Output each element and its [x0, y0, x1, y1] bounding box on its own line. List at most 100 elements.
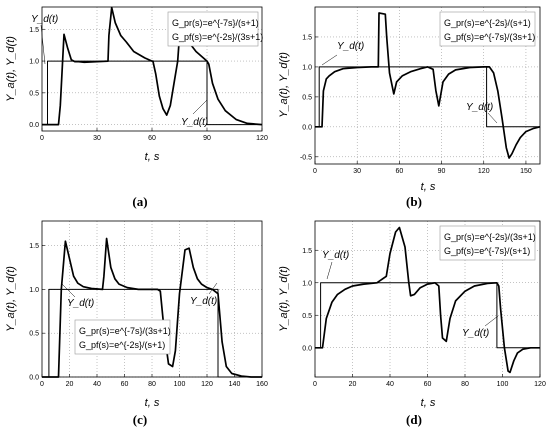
panel-c-annotation-2-leader [208, 282, 218, 295]
y-tick-label: 0.5 [29, 331, 39, 338]
x-tick-label: 120 [256, 135, 268, 142]
y-tick-label: 1.0 [29, 59, 39, 66]
x-tick-label: 20 [349, 381, 357, 388]
panel-a-xlabel: t, s [145, 151, 160, 163]
x-tick-label: 40 [386, 381, 394, 388]
x-tick-label: 30 [93, 135, 101, 142]
panel-a-lines [42, 6, 263, 126]
panel-d-label: (d) [406, 412, 422, 427]
panel-d-xlabel: t, s [421, 397, 436, 409]
y-tick-label: 0.5 [302, 313, 312, 320]
panel-b-legend: G_pr(s)=e^{-2s}/(s+1) G_pf(s)=e^{-7s}/(3… [439, 11, 536, 47]
panel-c-legend-box [74, 319, 171, 355]
panel-d-legend-box [439, 225, 536, 261]
x-tick-label: 0 [40, 135, 44, 142]
panel-d-legend-entry-1: G_pr(s)=e^{-2s}/(3s+1) [444, 232, 536, 242]
panel-b-xlabel: t, s [421, 181, 436, 193]
x-tick-label: 80 [461, 381, 469, 388]
panel-c-annotation-1-leader [60, 282, 76, 298]
y-tick-label: 0.0 [29, 122, 39, 129]
panel-b-annotation-1-leader [321, 54, 338, 66]
panel-c: 0 20 40 60 80 100 120 140 160 0.0 0.5 1.0 1.5 G_pr(s… [5, 220, 268, 427]
panel-c-lines [42, 237, 262, 378]
x-tick-label: 60 [121, 381, 129, 388]
panel-c-annotation-2: Y_d(t) [190, 296, 217, 307]
panel-a-annotation-2-leader [192, 99, 208, 115]
y-tick-label: 0.5 [302, 94, 312, 101]
response-line [315, 226, 540, 374]
panel-d-annotation-1-leader [326, 261, 333, 280]
y-tick-label: 1.5 [29, 243, 39, 250]
y-tick-label: 1.5 [302, 248, 312, 255]
panel-a-annotation-2: Y_d(t) [181, 117, 208, 128]
panel-d-legend-entry-2: G_pf(s)=e^{-7s}/(s+1) [444, 246, 530, 256]
panel-c-legend-entry-1: G_pr(s)=e^{-7s}/(3s+1) [79, 326, 171, 336]
panel-b-frame [314, 6, 541, 165]
x-tick-label: 0 [313, 168, 317, 175]
panel-d-annotation-1: Y_d(t) [322, 250, 349, 261]
panel-c-xlabel: t, s [145, 397, 160, 409]
panel-b-label: (b) [406, 194, 422, 209]
y-tick-label: 0.5 [29, 90, 39, 97]
panel-a: 0 30 60 90 120 0.0 0.5 1.0 1.5 G_pr(s)=e^{-7s}/(… [5, 6, 268, 209]
x-tick-label: 80 [148, 381, 156, 388]
x-tick-label: 120 [534, 381, 546, 388]
y-tick-label: 1.0 [302, 280, 312, 287]
panel-c-ticks: 0 20 40 60 80 100 120 140 160 0.0 0.5 1.0 1.5 [29, 243, 268, 388]
panel-d: 0 20 40 60 80 100 120 0.0 0.5 1.0 1.5 G_pr(s)=e^{-… [278, 220, 546, 427]
x-tick-label: 120 [478, 168, 490, 175]
panel-b-legend-box [439, 11, 536, 47]
panel-a-legend: G_pr(s)=e^{-7s}/(s+1) G_pf(s)=e^{-2s}/(3… [167, 11, 263, 47]
panel-c-annotation-1: Y_d(t) [67, 298, 94, 309]
panel-d-annotation-2-leader [484, 315, 499, 327]
panel-d-ticks: 0 20 40 60 80 100 120 0.0 0.5 1.0 1.5 [302, 248, 546, 388]
panel-b-lines [315, 12, 541, 159]
panel-c-label: (c) [133, 412, 147, 427]
x-tick-label: 100 [497, 381, 509, 388]
panel-b-legend-entry-1: G_pr(s)=e^{-2s}/(s+1) [444, 18, 531, 28]
panel-b-annotation-2: Y_d(t) [466, 102, 493, 113]
panel-c-legend-entry-2: G_pf(s)=e^{-2s}/(s+1) [79, 340, 165, 350]
y-tick-label: 0.0 [302, 124, 312, 131]
panel-b-legend-entry-2: G_pf(s)=e^{-7s}/(3s+1) [444, 32, 535, 42]
panel-d-grid [315, 221, 540, 377]
panel-a-legend-entry-2: G_pf(s)=e^{-2s}/(3s+1) [172, 32, 263, 42]
x-tick-label: 60 [424, 381, 432, 388]
x-tick-label: 90 [438, 168, 446, 175]
x-tick-label: 120 [201, 381, 213, 388]
x-tick-label: 40 [93, 381, 101, 388]
x-tick-label: 140 [229, 381, 241, 388]
response-line [42, 6, 263, 126]
y-tick-label: -0.5 [300, 154, 312, 161]
panel-c-legend: G_pr(s)=e^{-7s}/(3s+1) G_pf(s)=e^{-2s}/(… [74, 319, 171, 355]
x-tick-label: 160 [256, 381, 268, 388]
panel-b-ticks: 0 30 60 90 120 150 -0.5 0.0 0.5 1.0 1.5 [300, 34, 532, 175]
panel-a-annotation-1: Y_d(t) [31, 14, 58, 25]
panel-d-legend: G_pr(s)=e^{-2s}/(3s+1) G_pf(s)=e^{-7s}/(… [439, 225, 536, 261]
panel-d-annotation-2: Y_d(t) [462, 328, 489, 339]
panel-a-legend-box [167, 11, 259, 47]
x-tick-label: 100 [174, 381, 186, 388]
x-tick-label: 0 [313, 381, 317, 388]
panel-d-lines [315, 226, 540, 374]
y-tick-label: 0.0 [29, 375, 39, 382]
x-tick-label: 0 [40, 381, 44, 388]
panel-a-annotation-1-leader [40, 24, 46, 65]
y-tick-label: 1.0 [29, 287, 39, 294]
panel-b: 0 30 60 90 120 150 -0.5 0.0 0.5 1.0 1.5 G_pr(s)=e^… [278, 6, 541, 209]
y-tick-label: 1.5 [29, 27, 39, 34]
panel-d-ylabel: Y_a(t), Y_d(t) [278, 266, 290, 332]
panel-a-label: (a) [132, 194, 147, 209]
panel-b-annotation-2-leader [487, 112, 498, 124]
response-line [42, 237, 262, 378]
x-tick-label: 20 [66, 381, 74, 388]
y-tick-label: 0.0 [302, 345, 312, 352]
response-line [315, 12, 541, 159]
panel-a-ticks: 0 30 60 90 120 0.0 0.5 1.0 1.5 [29, 27, 268, 142]
x-tick-label: 150 [520, 168, 532, 175]
panel-a-ylabel: Y_a(t), Y_d(t) [5, 36, 17, 102]
x-tick-label: 60 [148, 135, 156, 142]
x-tick-label: 90 [203, 135, 211, 142]
x-tick-label: 30 [353, 168, 361, 175]
